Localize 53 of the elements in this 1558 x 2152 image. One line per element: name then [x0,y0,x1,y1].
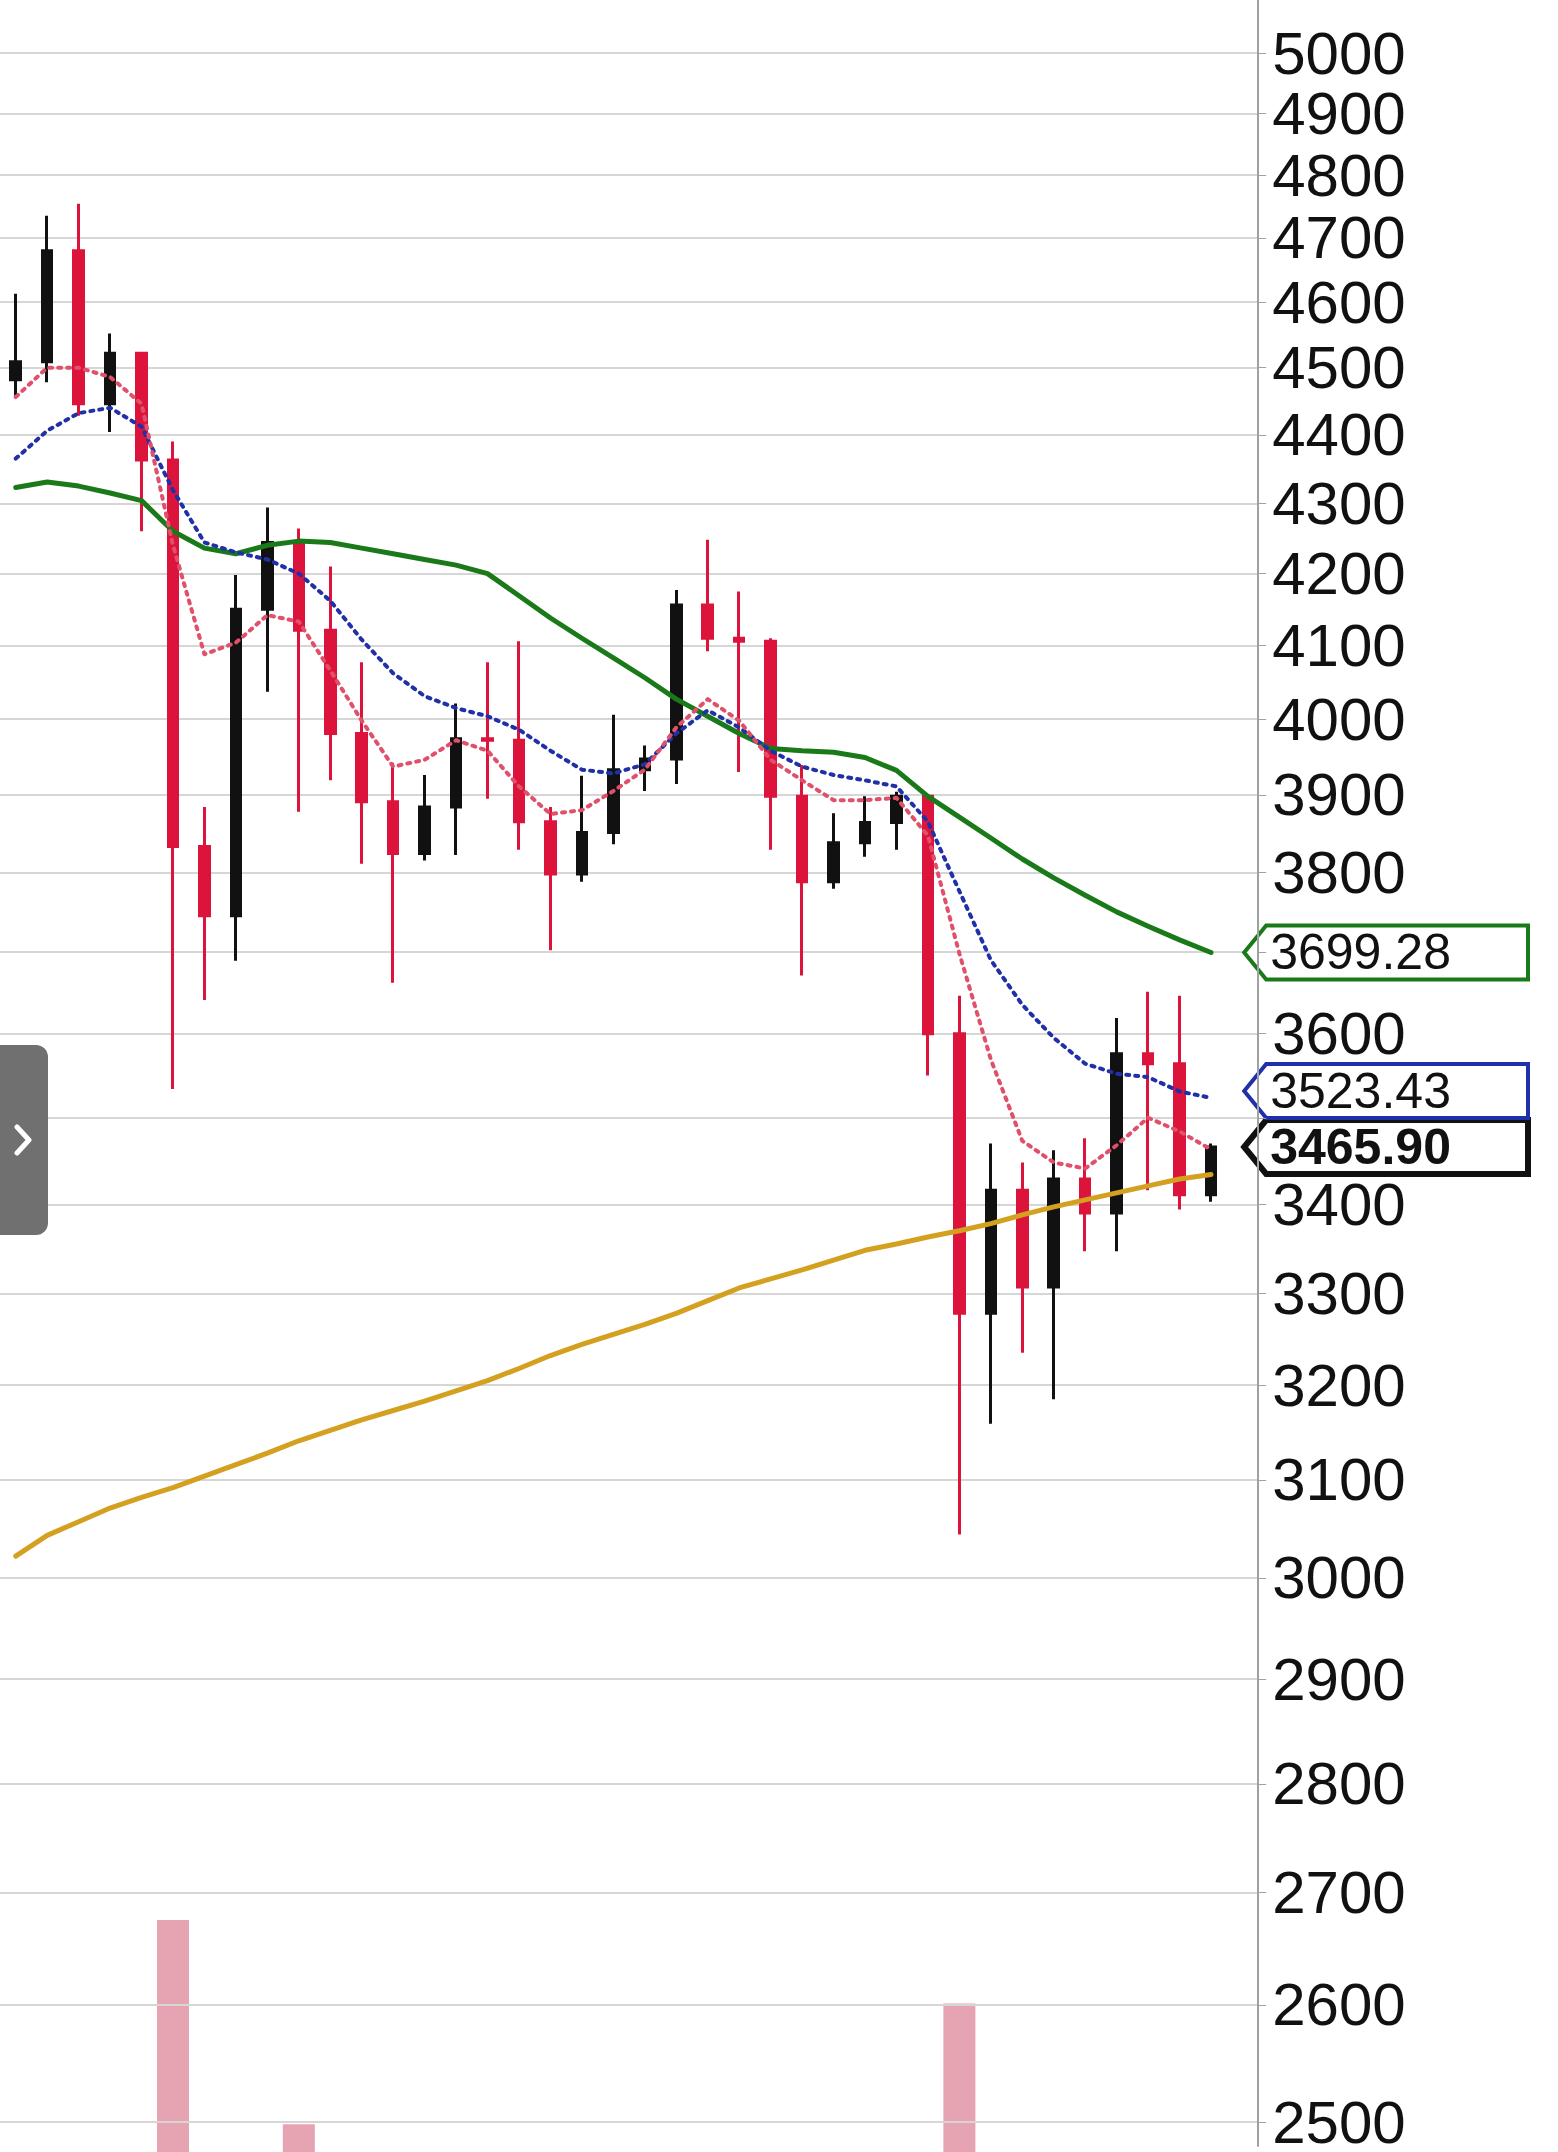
candlestick [953,995,966,1535]
y-tick-label: 4300 [1272,469,1406,537]
candlestick [827,813,840,889]
candlestick [733,591,745,772]
candlestick [764,638,777,850]
candlestick [513,641,525,850]
y-tick-label: 2800 [1272,1750,1406,1818]
candlestick [1016,1162,1029,1353]
y-tick-label: 3000 [1272,1544,1406,1612]
y-tick-label: 2600 [1272,1971,1406,2039]
candlestick [167,441,179,1089]
y-tick-label: 4000 [1272,685,1406,753]
candlestick [796,765,808,976]
candlestick [450,703,462,856]
candlestick [104,333,116,433]
candlestick [1110,1017,1123,1252]
candlestick [324,566,337,781]
candlestick [922,794,934,1076]
candlestick [544,807,557,951]
y-tick-label: 3100 [1272,1446,1406,1514]
y-tick-label: 4100 [1272,612,1406,680]
candlestick [607,714,620,845]
candlestick [1047,1150,1060,1400]
candlestick [1142,991,1154,1191]
y-tick-label: 2500 [1272,2088,1406,2152]
y-tick-label: 4400 [1272,401,1406,469]
candlestick [859,796,871,857]
candlestick [1205,1143,1217,1202]
candlestick [1173,995,1186,1210]
candlestick [701,539,714,652]
candlestick [293,528,305,812]
y-tick-label: 2900 [1272,1645,1406,1713]
candlestick [670,590,683,785]
candlestick [418,774,431,861]
y-tick-label: 4500 [1272,334,1406,402]
candlestick [355,662,368,864]
candlestick [72,203,85,416]
candlestick [985,1143,997,1424]
candlestick [9,293,22,396]
y-tick-label: 2700 [1272,1858,1406,1926]
candlestick [576,775,588,882]
y-tick-label: 3300 [1272,1259,1406,1327]
candlestick [387,762,399,983]
y-tick-label: 4200 [1272,540,1406,608]
y-tick-label: 3200 [1272,1351,1406,1419]
candlestick [198,807,211,1000]
candlestick [230,575,242,961]
candlestick [41,215,53,383]
data-label: 3699.28 [1270,924,1451,981]
candlestick [261,507,274,692]
y-tick-label: 3800 [1272,838,1406,906]
y-tick-label: 3900 [1272,761,1406,829]
candlestick [481,662,494,799]
